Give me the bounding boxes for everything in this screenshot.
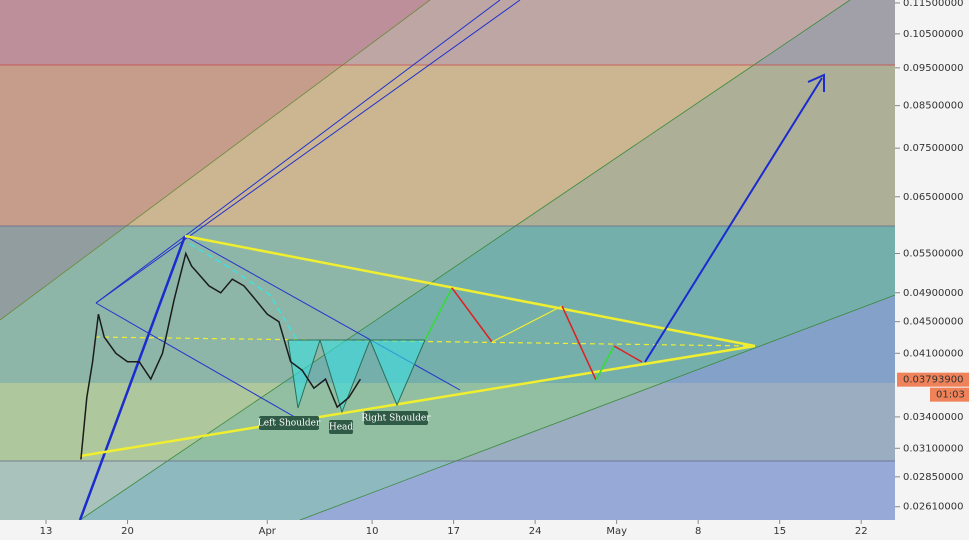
y-tick-label: 0.03100000 <box>903 443 963 454</box>
y-tick-label: 0.04500000 <box>903 317 963 328</box>
annotation: Right Shoulder <box>361 414 431 424</box>
time-axis <box>0 520 969 540</box>
drawings <box>78 0 825 521</box>
x-tick-label: 8 <box>695 526 701 537</box>
x-tick-label: 20 <box>121 526 134 537</box>
annotation-box <box>364 411 428 425</box>
y-tick-label: 0.08500000 <box>903 101 963 112</box>
price-tag-label: 0.03793900 <box>903 375 963 386</box>
y-tick-label: 0.02850000 <box>903 472 963 483</box>
x-tick-label: 15 <box>773 526 786 537</box>
annotation-box <box>329 420 353 434</box>
price-axis <box>895 0 969 520</box>
background <box>0 0 896 521</box>
x-tick-label: 17 <box>447 526 460 537</box>
y-tick-label: 0.04100000 <box>903 348 963 359</box>
x-tick-label: May <box>606 526 627 537</box>
x-tick-label: Apr <box>259 526 277 537</box>
price-tag <box>897 372 969 387</box>
annotation-box <box>259 416 319 430</box>
price-line <box>80 251 362 460</box>
annotation: Left Shoulder <box>258 419 321 429</box>
y-tick-label: 0.02610000 <box>903 502 963 513</box>
y-tick-label: 0.03400000 <box>903 412 963 423</box>
x-tick-label: 13 <box>40 526 53 537</box>
countdown-box <box>930 387 969 402</box>
x-tick-label: 22 <box>855 526 868 537</box>
y-tick-label: 0.10500000 <box>903 29 963 40</box>
y-tick-label: 0.04900000 <box>903 288 963 299</box>
annotation: Head <box>329 423 354 433</box>
x-tick-label: 24 <box>529 526 542 537</box>
y-tick-label: 0.09500000 <box>903 63 963 74</box>
y-tick-label: 0.11500000 <box>903 0 963 9</box>
x-tick-label: 10 <box>366 526 379 537</box>
y-tick-label: 0.05500000 <box>903 249 963 260</box>
y-tick-label: 0.06500000 <box>903 192 963 203</box>
y-tick-label: 0.07500000 <box>903 143 963 154</box>
countdown: 01:03 <box>936 390 965 401</box>
